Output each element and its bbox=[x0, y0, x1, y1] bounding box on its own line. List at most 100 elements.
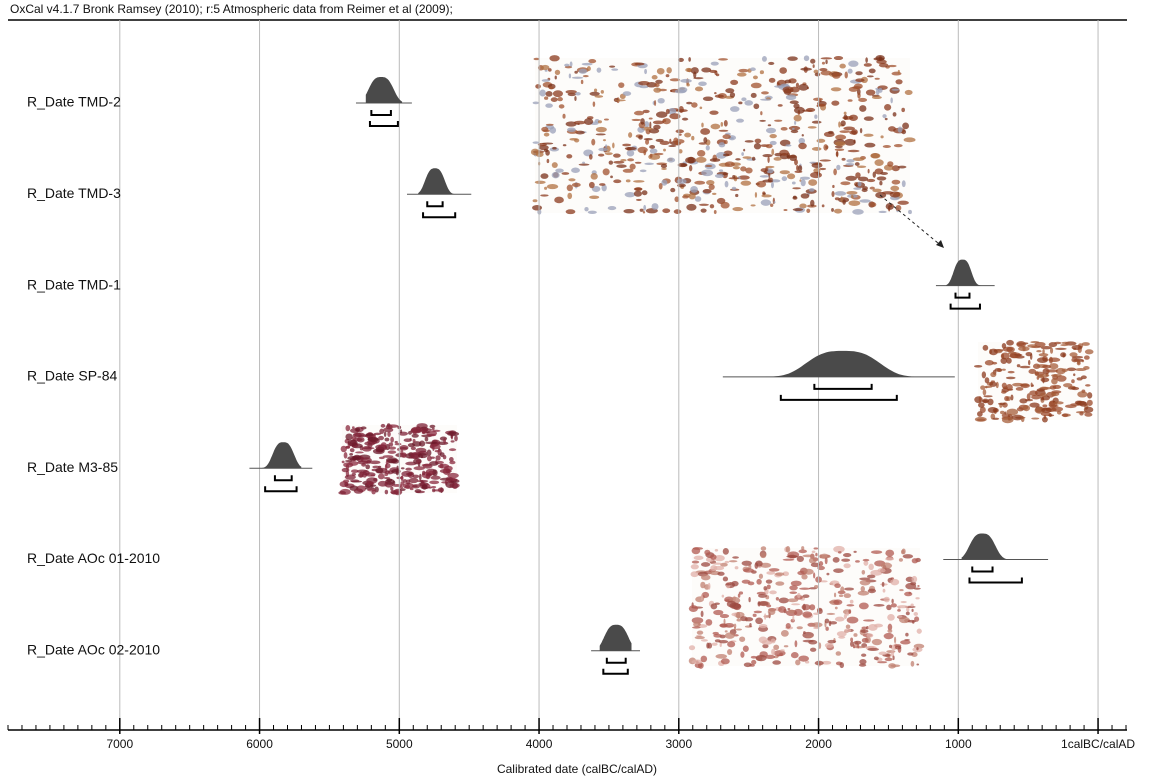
range-bracket bbox=[956, 293, 970, 298]
art-stroke bbox=[762, 180, 773, 183]
art-stroke bbox=[449, 448, 456, 451]
art-stroke bbox=[891, 599, 893, 604]
art-stroke bbox=[829, 621, 837, 624]
x-axis-title: Calibrated date (calBC/calAD) bbox=[497, 762, 657, 776]
art-stroke bbox=[579, 164, 590, 166]
art-stroke bbox=[721, 202, 730, 209]
art-stroke bbox=[815, 661, 824, 666]
art-stroke bbox=[415, 491, 425, 494]
art-stroke bbox=[727, 649, 732, 655]
art-stroke bbox=[366, 433, 374, 436]
art-stroke bbox=[350, 448, 355, 452]
art-stroke bbox=[594, 95, 603, 98]
art-stroke bbox=[1050, 347, 1053, 353]
art-stroke bbox=[548, 68, 552, 72]
art-stroke bbox=[814, 547, 819, 549]
art-stroke bbox=[725, 632, 735, 638]
art-stroke bbox=[1036, 350, 1041, 352]
art-stroke bbox=[608, 206, 617, 210]
art-stroke bbox=[697, 150, 705, 157]
art-stroke bbox=[1062, 413, 1068, 417]
art-stroke bbox=[706, 145, 710, 150]
art-stroke bbox=[888, 65, 897, 67]
art-stroke bbox=[545, 103, 553, 107]
art-stroke bbox=[893, 655, 895, 660]
art-stroke bbox=[1054, 342, 1061, 344]
art-stroke bbox=[399, 445, 408, 450]
art-stroke bbox=[760, 552, 766, 558]
row-label: R_Date AOc 02-2010 bbox=[27, 642, 160, 658]
art-stroke bbox=[562, 114, 565, 119]
range-bracket bbox=[951, 304, 980, 309]
art-stroke bbox=[792, 187, 801, 189]
art-stroke bbox=[848, 609, 851, 614]
x-tick-label: 7000 bbox=[106, 737, 133, 751]
art-stroke bbox=[770, 204, 773, 207]
art-stroke bbox=[438, 464, 449, 469]
art-stroke bbox=[859, 199, 870, 203]
art-stroke bbox=[838, 551, 842, 553]
art-stroke bbox=[813, 98, 823, 101]
art-stroke bbox=[791, 603, 800, 605]
art-stroke bbox=[1021, 416, 1025, 422]
art-stroke bbox=[870, 187, 875, 190]
art-stroke bbox=[761, 199, 771, 205]
art-stroke bbox=[701, 639, 708, 641]
art-stroke bbox=[365, 464, 370, 469]
art-stroke bbox=[863, 619, 874, 621]
art-stroke bbox=[623, 91, 631, 96]
art-stroke bbox=[888, 126, 896, 131]
art-stroke bbox=[984, 386, 992, 388]
art-stroke bbox=[584, 207, 588, 211]
art-stroke bbox=[833, 557, 840, 563]
art-stroke bbox=[756, 655, 767, 661]
art-stroke bbox=[899, 617, 910, 623]
art-stroke bbox=[365, 485, 371, 487]
art-stroke bbox=[855, 162, 860, 166]
art-stroke bbox=[738, 101, 742, 104]
art-stroke bbox=[426, 473, 432, 476]
art-stroke bbox=[831, 100, 839, 105]
art-stroke bbox=[815, 73, 821, 77]
art-stroke bbox=[435, 455, 440, 460]
art-stroke bbox=[695, 87, 703, 92]
art-stroke bbox=[1017, 407, 1024, 411]
art-stroke bbox=[884, 597, 890, 603]
art-stroke bbox=[855, 78, 864, 82]
art-stroke bbox=[859, 602, 869, 609]
art-stroke bbox=[714, 71, 717, 75]
art-stroke bbox=[833, 568, 844, 573]
art-stroke bbox=[766, 604, 771, 607]
art-stroke bbox=[680, 79, 692, 83]
art-stroke bbox=[992, 362, 997, 365]
art-stroke bbox=[342, 461, 345, 464]
art-stroke bbox=[611, 68, 618, 70]
art-stroke bbox=[882, 114, 886, 118]
art-stroke bbox=[704, 550, 710, 556]
art-stroke bbox=[911, 603, 914, 606]
art-stroke bbox=[708, 583, 711, 590]
art-stroke bbox=[582, 63, 593, 66]
art-stroke bbox=[793, 208, 803, 211]
art-stroke bbox=[670, 90, 672, 93]
art-stroke bbox=[1084, 407, 1094, 413]
art-stroke bbox=[761, 194, 771, 197]
art-stroke bbox=[760, 70, 764, 74]
art-stroke bbox=[640, 169, 647, 172]
art-stroke bbox=[1051, 378, 1058, 385]
art-stroke bbox=[679, 106, 684, 113]
art-stroke bbox=[745, 617, 753, 621]
art-stroke bbox=[1061, 342, 1070, 344]
art-stroke bbox=[897, 609, 901, 612]
art-stroke bbox=[789, 610, 795, 613]
art-stroke bbox=[767, 584, 771, 589]
art-stroke bbox=[901, 108, 905, 112]
art-stroke bbox=[725, 630, 728, 632]
art-stroke bbox=[557, 97, 563, 101]
art-stroke bbox=[1023, 405, 1030, 411]
art-stroke bbox=[755, 562, 759, 569]
art-stroke bbox=[405, 468, 412, 471]
art-stroke bbox=[344, 482, 348, 486]
art-stroke bbox=[652, 203, 659, 210]
art-stroke bbox=[819, 168, 826, 170]
